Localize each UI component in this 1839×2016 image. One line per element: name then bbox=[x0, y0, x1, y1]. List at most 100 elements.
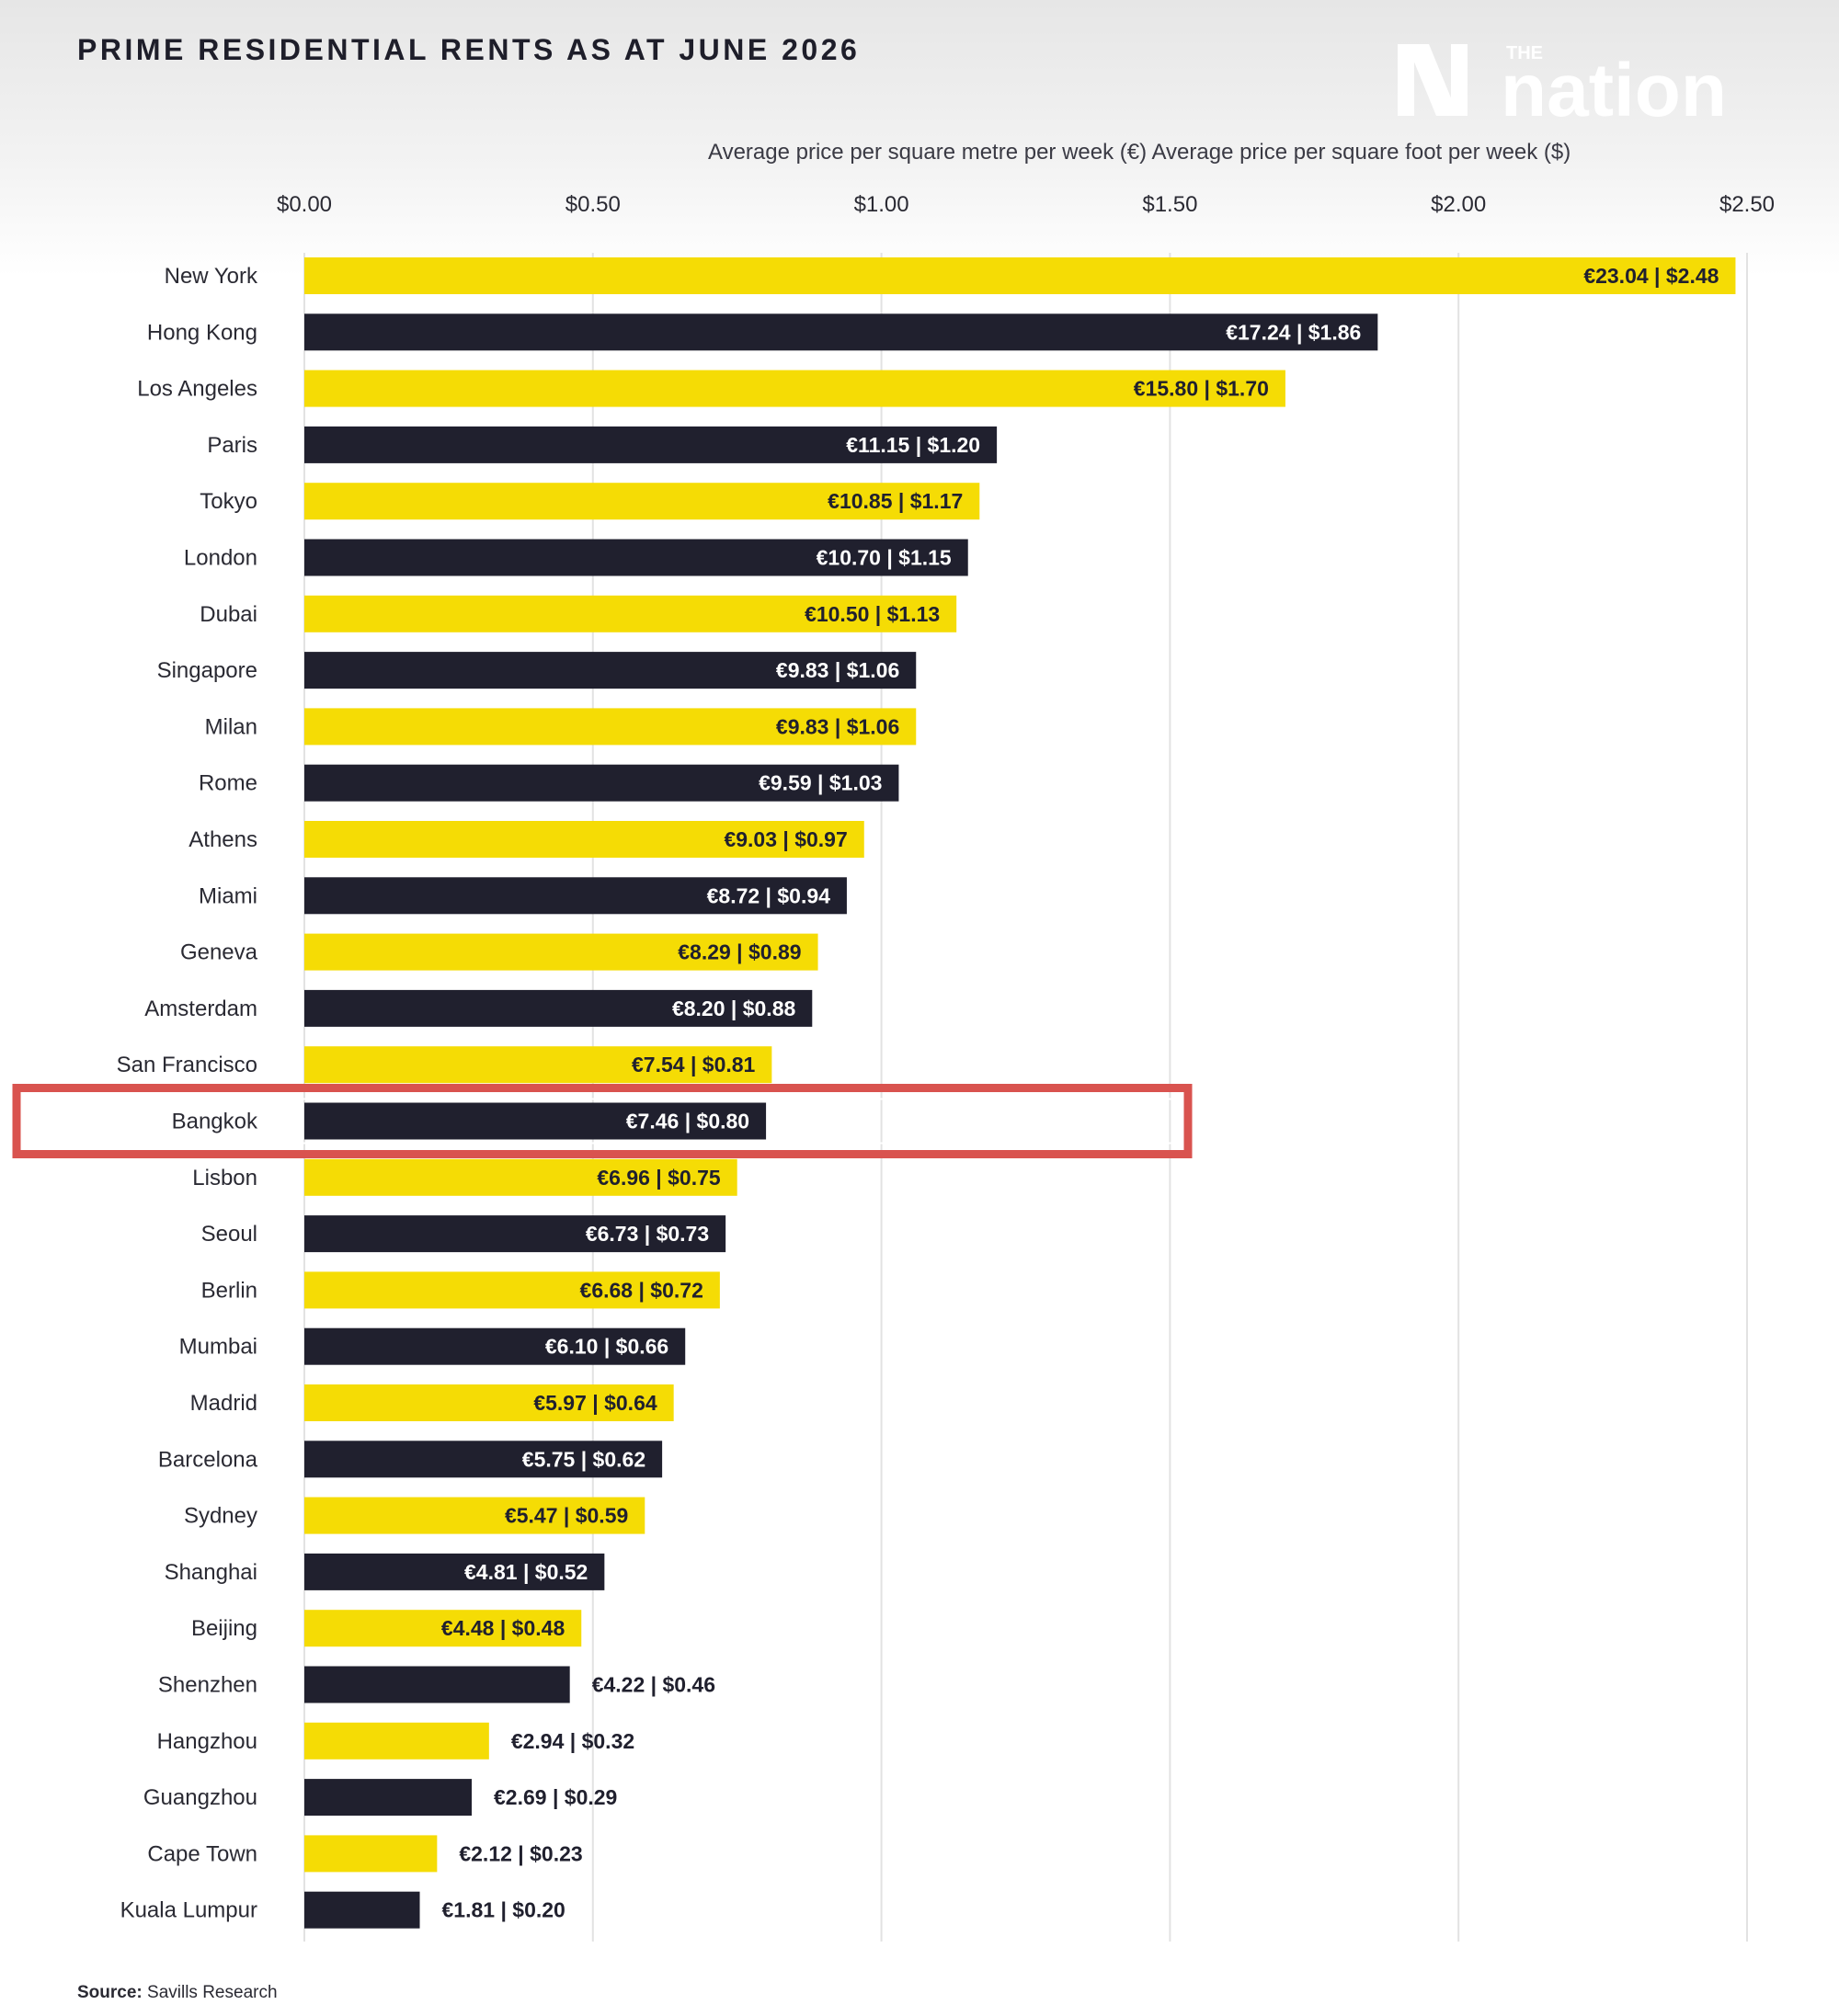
bar bbox=[304, 877, 847, 915]
category-label: Kuala Lumpur bbox=[120, 1898, 257, 1923]
x-tick-label: $2.50 bbox=[1719, 192, 1775, 217]
bar bbox=[304, 370, 1285, 407]
category-label: San Francisco bbox=[117, 1053, 257, 1077]
data-label: €2.12 | $0.23 bbox=[459, 1841, 582, 1865]
data-label: €9.83 | $1.06 bbox=[776, 658, 899, 682]
category-label: Rome bbox=[199, 771, 257, 796]
bar bbox=[304, 821, 864, 858]
category-label: Singapore bbox=[157, 658, 257, 683]
bar bbox=[304, 1779, 473, 1817]
x-tick-label: $1.50 bbox=[1142, 192, 1197, 217]
category-label: Athens bbox=[188, 827, 257, 852]
data-label: €9.59 | $1.03 bbox=[759, 771, 882, 795]
data-label: €8.29 | $0.89 bbox=[678, 940, 801, 964]
data-label: €2.69 | $0.29 bbox=[494, 1785, 617, 1809]
data-label: €10.70 | $1.15 bbox=[817, 546, 952, 570]
category-label: Amsterdam bbox=[144, 997, 257, 1021]
category-label: Milan bbox=[205, 714, 257, 739]
logo-main-text: nation bbox=[1501, 49, 1727, 129]
highlight-inner-border bbox=[27, 1098, 1178, 1145]
bar bbox=[304, 1046, 772, 1084]
data-label: €23.04 | $2.48 bbox=[1583, 264, 1719, 288]
source-note: Source: Savills Research bbox=[77, 1983, 278, 2003]
x-tick-label: $2.00 bbox=[1431, 192, 1486, 217]
data-label: €6.73 | $0.73 bbox=[586, 1222, 709, 1246]
category-label: Paris bbox=[207, 433, 257, 458]
category-label: Cape Town bbox=[147, 1841, 257, 1866]
category-label: Sydney bbox=[184, 1504, 257, 1529]
data-label: €1.81 | $0.20 bbox=[442, 1898, 565, 1922]
category-label: London bbox=[184, 546, 257, 571]
bar bbox=[304, 595, 957, 632]
category-label: Los Angeles bbox=[137, 377, 257, 402]
category-label: Bangkok bbox=[172, 1110, 258, 1134]
category-label: Barcelona bbox=[158, 1447, 258, 1472]
category-label: Mumbai bbox=[179, 1335, 257, 1360]
chart-title: PRIME RESIDENTIAL RENTS AS AT JUNE 2026 bbox=[77, 33, 861, 66]
x-tick-label: $1.00 bbox=[854, 192, 909, 217]
data-label: €8.20 | $0.88 bbox=[672, 997, 796, 1020]
data-label: €4.81 | $0.52 bbox=[464, 1560, 588, 1584]
category-label: Lisbon bbox=[192, 1166, 257, 1190]
bar bbox=[304, 1497, 645, 1534]
bar bbox=[304, 933, 818, 971]
bar bbox=[304, 652, 917, 689]
x-tick-label: $0.50 bbox=[565, 192, 621, 217]
nation-logo-icon bbox=[1398, 44, 1468, 116]
data-label: €10.85 | $1.17 bbox=[828, 489, 963, 513]
chart-subtitle: Average price per square metre per week … bbox=[708, 140, 1571, 165]
data-label: €2.94 | $0.32 bbox=[511, 1729, 634, 1753]
category-label: Shanghai bbox=[165, 1560, 257, 1585]
data-label: €5.47 | $0.59 bbox=[505, 1504, 628, 1528]
bar bbox=[304, 989, 813, 1027]
bar bbox=[304, 1215, 726, 1253]
bar bbox=[304, 483, 980, 520]
category-label: Tokyo bbox=[200, 489, 257, 514]
data-label: €4.22 | $0.46 bbox=[592, 1673, 715, 1697]
bar bbox=[304, 1441, 663, 1478]
data-label: €5.97 | $0.64 bbox=[533, 1391, 657, 1415]
bar bbox=[304, 1553, 605, 1590]
source-label: Source: bbox=[77, 1983, 143, 2002]
bar bbox=[304, 1271, 720, 1309]
bar bbox=[304, 257, 1736, 294]
category-label: New York bbox=[165, 264, 258, 289]
data-label: €6.96 | $0.75 bbox=[597, 1166, 721, 1190]
data-label: €4.48 | $0.48 bbox=[441, 1616, 565, 1640]
bar bbox=[304, 708, 917, 746]
data-label: €8.72 | $0.94 bbox=[707, 883, 831, 907]
nation-logo: THE nation bbox=[1398, 43, 1727, 129]
category-label: Madrid bbox=[190, 1391, 257, 1416]
category-label: Seoul bbox=[201, 1222, 257, 1247]
category-label: Hong Kong bbox=[147, 320, 257, 345]
bar bbox=[304, 539, 968, 576]
bar bbox=[304, 1610, 582, 1647]
data-label: €9.03 | $0.97 bbox=[724, 827, 847, 851]
data-label: €6.10 | $0.66 bbox=[545, 1335, 668, 1359]
data-label: €17.24 | $1.86 bbox=[1226, 320, 1361, 344]
category-label: Miami bbox=[199, 883, 257, 908]
bar bbox=[304, 1102, 767, 1140]
category-label: Guangzhou bbox=[143, 1785, 257, 1810]
category-label: Hangzhou bbox=[157, 1729, 257, 1754]
bar bbox=[304, 1666, 570, 1703]
data-label: €5.75 | $0.62 bbox=[522, 1447, 645, 1471]
x-tick-label: $0.00 bbox=[277, 192, 332, 217]
bar bbox=[304, 426, 998, 463]
data-label: €7.54 | $0.81 bbox=[632, 1053, 756, 1076]
category-label: Shenzhen bbox=[158, 1673, 257, 1698]
bar bbox=[304, 764, 899, 802]
category-label: Beijing bbox=[191, 1616, 257, 1641]
logo-small-text: THE bbox=[1506, 43, 1543, 63]
category-label: Dubai bbox=[200, 602, 257, 627]
bar bbox=[304, 1835, 438, 1873]
highlight-box bbox=[12, 1084, 1193, 1158]
category-label: Geneva bbox=[180, 940, 258, 965]
bar bbox=[304, 1384, 674, 1421]
data-label: €9.83 | $1.06 bbox=[776, 714, 899, 738]
bar bbox=[304, 1722, 489, 1760]
bar bbox=[304, 1327, 686, 1365]
category-label: Berlin bbox=[201, 1278, 257, 1303]
